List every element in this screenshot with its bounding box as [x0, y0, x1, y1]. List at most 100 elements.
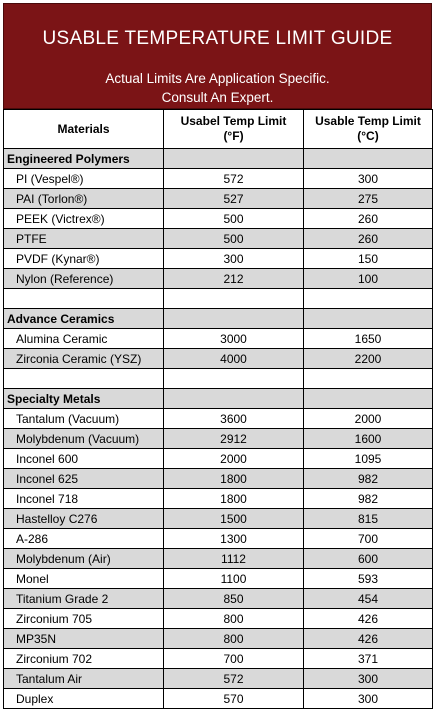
column-header-temp-c-label: Usable Temp Limit: [315, 114, 421, 128]
temp-c-cell: 2000: [303, 408, 433, 429]
material-name-cell: PI (Vespel®): [3, 168, 164, 189]
table-row: Monel 1100 593: [3, 568, 433, 589]
table-row: PVDF (Kynar®) 300 150: [3, 248, 433, 269]
temp-f-cell: 800: [163, 628, 304, 649]
material-name-cell: Tantalum (Vacuum): [3, 408, 164, 429]
temp-c-cell: 2200: [303, 348, 433, 369]
material-name-cell: A-286: [3, 528, 164, 549]
temp-c-cell: 100: [303, 268, 433, 289]
column-header-temp-c: Usable Temp Limit (°C): [303, 109, 433, 149]
section-title: Advance Ceramics: [3, 308, 164, 329]
table-row: Zirconium 702 700 371: [3, 648, 433, 669]
temp-c-cell: 982: [303, 488, 433, 509]
spacer-row: [3, 288, 433, 309]
temp-f-cell: 700: [163, 648, 304, 669]
temp-f-cell: 800: [163, 608, 304, 629]
column-header-temp-f: Usabel Temp Limit (°F): [163, 109, 304, 149]
temp-f-cell: 572: [163, 668, 304, 689]
temp-c-cell: 371: [303, 648, 433, 669]
temp-f-cell: 1100: [163, 568, 304, 589]
material-name-cell: MP35N: [3, 628, 164, 649]
spacer-cell: [303, 288, 433, 309]
temp-c-cell: 426: [303, 608, 433, 629]
section-header-row: Engineered Polymers: [3, 148, 433, 169]
page-title: USABLE TEMPERATURE LIMIT GUIDE: [42, 28, 393, 49]
temp-f-cell: 527: [163, 188, 304, 209]
column-header-temp-c-unit: (°C): [357, 129, 379, 143]
temp-c-cell: 593: [303, 568, 433, 589]
temp-c-cell: 300: [303, 668, 433, 689]
table-row: PI (Vespel®) 572 300: [3, 168, 433, 189]
section-filler-cell: [163, 308, 304, 329]
material-name-cell: Tantalum Air: [3, 668, 164, 689]
material-name-cell: Molybdenum (Air): [3, 548, 164, 569]
temp-c-cell: 700: [303, 528, 433, 549]
temp-c-cell: 260: [303, 228, 433, 249]
temp-f-cell: 212: [163, 268, 304, 289]
material-name-cell: Molybdenum (Vacuum): [3, 428, 164, 449]
material-name-cell: Zirconium 705: [3, 608, 164, 629]
temp-f-cell: 3000: [163, 328, 304, 349]
temperature-table: Materials Usabel Temp Limit (°F) Usable …: [3, 109, 433, 709]
temp-f-cell: 1800: [163, 488, 304, 509]
table-row: Inconel 718 1800 982: [3, 488, 433, 509]
temp-f-cell: 1800: [163, 468, 304, 489]
material-name-cell: PAI (Torlon®): [3, 188, 164, 209]
material-name-cell: PEEK (Victrex®): [3, 208, 164, 229]
temp-c-cell: 300: [303, 688, 433, 709]
temp-c-cell: 275: [303, 188, 433, 209]
temp-f-cell: 500: [163, 228, 304, 249]
table-row: Alumina Ceramic 3000 1650: [3, 328, 433, 349]
table-row: Zirconia Ceramic (YSZ) 4000 2200: [3, 348, 433, 369]
material-name-cell: Inconel 718: [3, 488, 164, 509]
temp-f-cell: 850: [163, 588, 304, 609]
temp-f-cell: 570: [163, 688, 304, 709]
column-header-materials: Materials: [3, 109, 164, 149]
temp-f-cell: 300: [163, 248, 304, 269]
table-row: PEEK (Victrex®) 500 260: [3, 208, 433, 229]
table-row: Titanium Grade 2 850 454: [3, 588, 433, 609]
section-title: Engineered Polymers: [3, 148, 164, 169]
temp-f-cell: 1300: [163, 528, 304, 549]
temp-f-cell: 500: [163, 208, 304, 229]
temp-f-cell: 2912: [163, 428, 304, 449]
spacer-cell: [3, 288, 164, 309]
spacer-cell: [163, 368, 304, 389]
table-row: PAI (Torlon®) 527 275: [3, 188, 433, 209]
subtitle: Actual Limits Are Application Specific. …: [4, 69, 431, 107]
temp-c-cell: 1650: [303, 328, 433, 349]
title-banner: USABLE TEMPERATURE LIMIT GUIDE Actual Li…: [3, 3, 432, 109]
section-title: Specialty Metals: [3, 388, 164, 409]
temp-c-cell: 300: [303, 168, 433, 189]
column-header-temp-f-label: Usabel Temp Limit: [180, 114, 287, 128]
table-row: Duplex 570 300: [3, 688, 433, 709]
temp-f-cell: 2000: [163, 448, 304, 469]
temp-f-cell: 572: [163, 168, 304, 189]
spacer-cell: [3, 368, 164, 389]
table-row: Zirconium 705 800 426: [3, 608, 433, 629]
table-row: Molybdenum (Air) 1112 600: [3, 548, 433, 569]
table-row: Tantalum Air 572 300: [3, 668, 433, 689]
material-name-cell: Inconel 625: [3, 468, 164, 489]
subtitle-line-2: Consult An Expert.: [161, 90, 274, 105]
section-header-row: Advance Ceramics: [3, 308, 433, 329]
section-filler-cell: [163, 148, 304, 169]
material-name-cell: Hastelloy C276: [3, 508, 164, 529]
table-row: Hastelloy C276 1500 815: [3, 508, 433, 529]
temperature-guide-sheet: USABLE TEMPERATURE LIMIT GUIDE Actual Li…: [3, 3, 433, 709]
temp-f-cell: 3600: [163, 408, 304, 429]
column-header-temp-f-unit: (°F): [223, 129, 244, 143]
temp-c-cell: 260: [303, 208, 433, 229]
spacer-cell: [163, 288, 304, 309]
table-row: Tantalum (Vacuum) 3600 2000: [3, 408, 433, 429]
temp-c-cell: 454: [303, 588, 433, 609]
table-row: Inconel 600 2000 1095: [3, 448, 433, 469]
table-row: PTFE 500 260: [3, 228, 433, 249]
temp-c-cell: 1600: [303, 428, 433, 449]
temp-c-cell: 426: [303, 628, 433, 649]
section-header-row: Specialty Metals: [3, 388, 433, 409]
section-filler-cell: [303, 148, 433, 169]
table-header-row: Materials Usabel Temp Limit (°F) Usable …: [3, 109, 433, 149]
material-name-cell: Nylon (Reference): [3, 268, 164, 289]
temp-c-cell: 150: [303, 248, 433, 269]
